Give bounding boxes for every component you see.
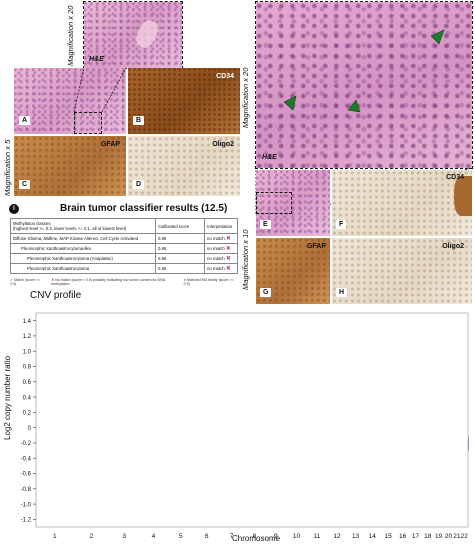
gfap-label-g: GFAP: [306, 243, 326, 250]
no-match-icon: ✕: [225, 266, 231, 272]
classifier-legend: ✓ Match (score >= 0.9) ✕ No match (score…: [10, 278, 238, 286]
panel-letter-f: F: [336, 220, 347, 229]
row-label: Diffuse Glioma, Midline, MAP Kinase Alte…: [10, 233, 156, 244]
row-interp: no match: [207, 266, 225, 271]
row-label: Pleomorphic Xanthoastrocytoma-like: [10, 243, 156, 254]
header-interp: Interpretation: [204, 218, 238, 234]
he-label: H&E: [89, 56, 104, 63]
mag-label-x10: Magnification x 10: [241, 229, 250, 290]
he-label-big: H&E: [262, 154, 277, 161]
row-interp: no match: [207, 246, 225, 251]
panel-e: E: [256, 170, 330, 236]
panel-g-gfap: GFAP G: [256, 238, 330, 304]
legend-family: ● Matched MC family (score >= 0.9): [183, 278, 234, 286]
legend-no-match: ✕ No match (score < 0.9) possibly indica…: [51, 278, 166, 286]
classifier-title: Brain tumor classifier results (12.5): [60, 203, 228, 214]
table-row: Pleomorphic Xanthoastrocytoma 0.65 no ma…: [10, 263, 238, 274]
oligo2-label-h: Oligo2: [442, 243, 464, 250]
zoom-frame-e: [256, 192, 292, 214]
row-interp: no match: [207, 256, 225, 261]
mag-label-x5: Magnification x 5: [3, 139, 12, 196]
panel-d-oligo2: Oligo2 D: [128, 136, 240, 196]
table-header-row: Methylation classes (highest level >= 0.…: [10, 218, 238, 234]
zoom-frame-right: [255, 1, 473, 169]
panel-letter-g: G: [260, 288, 272, 297]
panel-letter-e: E: [260, 220, 271, 229]
check-icon: ✓: [10, 278, 14, 282]
he-big-panel: H&E: [256, 2, 472, 168]
mag-label-x20-left: Magnification x 20: [66, 5, 75, 66]
table-row: Pleomorphic Xanthoastrocytoma-like 0.65 …: [10, 243, 238, 254]
panel-a: A: [14, 68, 126, 134]
dot-icon: ●: [183, 278, 186, 282]
cnv-chart: 1 2 3 4 5 6 7 8 9 10 11 12 13 14 15 16 17 18 19 20 21 221.41.…: [21, 312, 469, 540]
no-match-icon: ✕: [225, 256, 231, 262]
panel-b-cd34: CD34 B: [128, 68, 240, 134]
panel-f-cd34: CD34 F: [332, 170, 472, 236]
header-score: Calibrated score: [155, 218, 205, 234]
he-zoom-panel: H&E: [84, 2, 182, 68]
row-label: Pleomorphic Xanthoastrocytoma: [10, 263, 156, 274]
panel-letter-c: C: [19, 180, 31, 189]
classifier-table: Methylation classes (highest level >= 0.…: [10, 218, 238, 274]
cd34-label-f: CD34: [446, 174, 464, 181]
panel-h-oligo2: Oligo2 H: [332, 238, 472, 304]
panel-letter-h: H: [336, 288, 348, 297]
zoom-frame-a: [74, 112, 102, 134]
row-score: 0.65: [155, 253, 205, 264]
table-row: Pleomorphic Xanthoastrocytoma (Anaplasti…: [10, 253, 238, 264]
zoom-frame-top: [83, 1, 183, 69]
panel-letter-d: D: [133, 180, 145, 189]
row-score: 0.65: [155, 263, 205, 274]
panel-c-gfap: GFAP C: [14, 136, 126, 196]
no-match-icon: ✕: [225, 236, 231, 242]
legend-match: ✓ Match (score >= 0.9): [10, 278, 40, 286]
gfap-label-c: GFAP: [100, 141, 120, 148]
panel-letter-i: I: [9, 204, 19, 214]
table-row: Diffuse Glioma, Midline, MAP Kinase Alte…: [10, 233, 238, 244]
x-icon: ✕: [51, 278, 55, 282]
row-label: Pleomorphic Xanthoastrocytoma (Anaplasti…: [10, 253, 156, 264]
cd34-label-b: CD34: [216, 73, 234, 80]
row-interp: no match: [207, 236, 225, 241]
cnv-title: CNV profile: [30, 290, 82, 301]
row-score: 0.65: [155, 243, 205, 254]
arrowhead-markers: [283, 29, 445, 113]
no-match-icon: ✕: [225, 246, 231, 252]
panel-letter-b: B: [133, 116, 145, 125]
header-class: Methylation classes (highest level >= 0.…: [10, 218, 156, 234]
mag-label-x20-right: Magnification x 20: [241, 67, 250, 128]
panel-letter-a: A: [19, 116, 31, 125]
row-score: 0.65: [155, 233, 205, 244]
oligo2-label-d: Oligo2: [212, 141, 234, 148]
